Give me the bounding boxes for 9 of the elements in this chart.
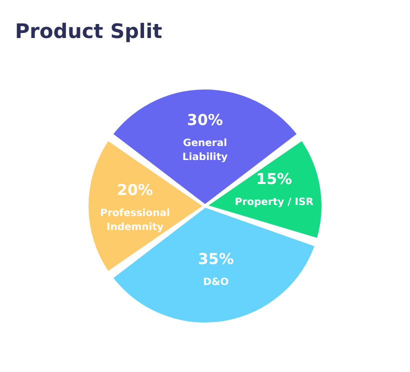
data-label: 15% (256, 170, 292, 188)
chart-title: Product Split (15, 19, 163, 43)
slice-label: D&O (203, 277, 229, 288)
slice-label: Property / ISR (234, 197, 314, 208)
data-label: 35% (198, 250, 234, 268)
slice-label: General Liability (182, 138, 228, 163)
data-label: 20% (117, 181, 153, 199)
slice-label: Professional Indemnity (100, 208, 170, 233)
data-label: 30% (187, 111, 223, 129)
